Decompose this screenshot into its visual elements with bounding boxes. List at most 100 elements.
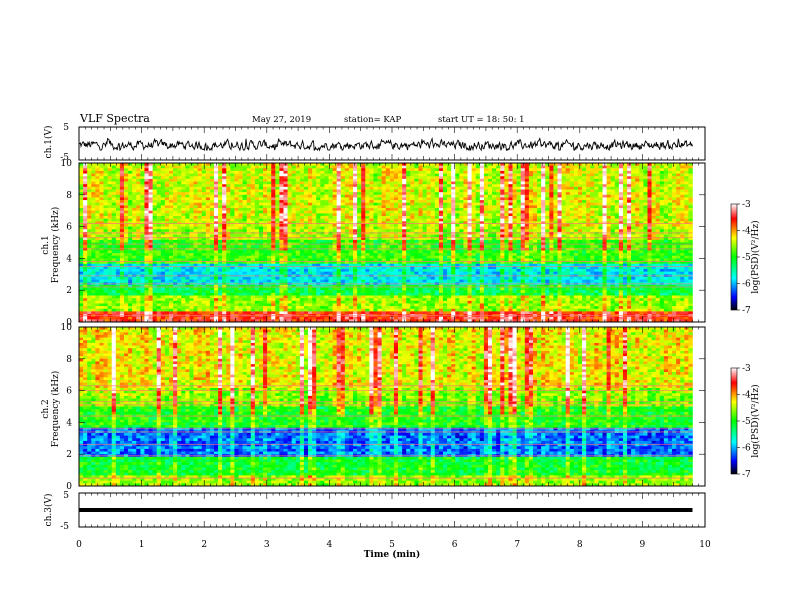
spectrogram-cell <box>308 178 313 182</box>
spectrogram-cell <box>549 231 554 235</box>
spectrogram-cell <box>213 213 219 217</box>
spectrogram-cell <box>537 197 542 201</box>
spectrogram-cell <box>569 245 575 249</box>
spectrogram-cell <box>340 194 346 198</box>
spectrogram-cell <box>398 163 403 166</box>
spectrogram-cell <box>655 223 661 227</box>
spectrogram-cell <box>136 231 141 235</box>
spectrogram-cell <box>377 234 382 238</box>
spectrogram-cell <box>246 237 252 241</box>
spectrogram-cell <box>389 226 395 230</box>
spectrogram-cell <box>115 237 121 241</box>
spectrogram-cell <box>365 165 370 169</box>
spectrogram-cell <box>680 231 685 235</box>
spectrogram-cell <box>532 163 538 166</box>
spectrogram-cell <box>651 226 656 230</box>
spectrogram-cell <box>365 173 370 177</box>
spectrogram-cell <box>659 213 665 217</box>
spectrogram-cell <box>128 229 133 233</box>
spectrogram-cell <box>467 213 472 217</box>
spectrogram-cell <box>336 165 342 169</box>
spectrogram-cell <box>361 213 366 217</box>
spectrogram-cell <box>414 205 419 209</box>
spectrogram-cell <box>631 173 636 177</box>
spectrogram-cell <box>344 234 350 238</box>
spectrogram-cell <box>312 226 317 230</box>
spectrogram-cell <box>193 168 198 172</box>
spectrogram-cell <box>336 178 342 182</box>
spectrogram-cell <box>651 170 656 174</box>
spectrogram-cell <box>500 234 505 238</box>
spectrogram-cell <box>561 245 566 249</box>
spectrogram-cell <box>222 210 227 214</box>
spectrogram-cell <box>99 245 104 249</box>
spectrogram-cell <box>254 245 260 249</box>
spectrogram-cell <box>622 208 628 211</box>
spectrogram-cell <box>528 245 534 249</box>
spectrogram-cell <box>156 202 162 206</box>
spectrogram-cell <box>144 226 149 230</box>
spectrogram-cell <box>156 239 162 243</box>
spectrogram-cell <box>398 168 403 172</box>
spectrogram-cell <box>414 216 419 219</box>
spectrogram-cell <box>471 176 477 180</box>
spectrogram-cell <box>659 194 665 198</box>
spectrogram-cell <box>577 213 583 217</box>
spectrogram-cell <box>254 234 260 238</box>
spectrogram-cell <box>132 229 137 233</box>
spectrogram-cell <box>676 202 681 206</box>
spectrogram-cell <box>475 202 481 206</box>
spectrogram-cell <box>119 218 125 222</box>
spectrogram-cell <box>295 178 301 182</box>
spectrogram-cell <box>308 176 313 180</box>
spectrogram-cell <box>128 216 133 219</box>
spectrogram-cell <box>483 186 489 190</box>
spectrogram-cell <box>672 239 677 243</box>
spectrogram-cell <box>483 205 489 209</box>
spectrogram-cell <box>647 239 652 243</box>
spectrogram-cell <box>541 210 546 214</box>
spectrogram-cell <box>463 205 468 209</box>
spectrogram-cell <box>193 216 198 219</box>
spectrogram-cell <box>393 231 399 235</box>
spectrogram-cell <box>361 178 366 182</box>
spectrogram-cell <box>627 216 632 219</box>
spectrogram-cell <box>500 205 505 209</box>
spectrogram-cell <box>504 231 509 235</box>
spectrogram-cell <box>438 223 444 227</box>
spectrogram-cell <box>258 186 264 190</box>
spectrogram-cell <box>410 221 415 225</box>
spectrogram-cell <box>95 197 100 201</box>
spectrogram-cell <box>365 168 370 172</box>
spectrogram-cell <box>483 202 489 206</box>
spectrogram-cell <box>189 170 194 174</box>
spectrogram-cell <box>222 245 227 249</box>
spectrogram-cell <box>213 168 219 172</box>
spectrogram-cell <box>406 234 411 238</box>
spectrogram-cell <box>79 165 84 169</box>
spectrogram-cell <box>577 237 583 241</box>
spectrogram-cell <box>328 213 333 217</box>
spectrogram-cell <box>631 197 636 201</box>
spectrogram-cell <box>283 210 288 214</box>
spectrogram-cell <box>299 223 305 227</box>
spectrogram-cell <box>250 181 256 185</box>
spectrogram-cell <box>218 239 223 243</box>
spectrogram-cell <box>254 216 260 219</box>
spectrogram-cell <box>667 239 673 243</box>
spectrogram-cell <box>136 184 141 188</box>
spectrogram-cell <box>353 178 358 182</box>
spectrogram-cell <box>357 231 362 235</box>
spectrogram-cell <box>123 186 129 190</box>
spectrogram-cell <box>299 184 305 188</box>
spectrogram-cell <box>83 192 88 196</box>
spectrogram-cell <box>532 176 538 180</box>
spectrogram-cell <box>283 205 288 209</box>
spectrogram-cell <box>561 189 566 193</box>
spectrogram-cell <box>128 186 133 190</box>
spectrogram-cell <box>500 197 505 201</box>
spectrogram-cell <box>385 189 391 193</box>
spectrogram-cell <box>275 176 280 180</box>
spectrogram-cell <box>177 216 182 219</box>
